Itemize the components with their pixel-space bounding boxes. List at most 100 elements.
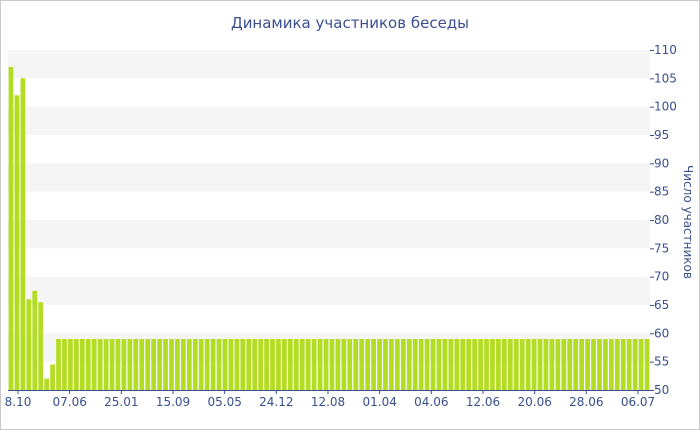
bar	[97, 339, 103, 390]
x-axis-ticks: 8.10 07.06 25.01 15.09 05.05 24.12 12.08 01.04 0…	[5, 390, 655, 409]
grid-bands	[8, 50, 650, 362]
bar	[406, 339, 412, 390]
bar	[186, 339, 192, 390]
x-tick-label: 20.06	[517, 395, 551, 409]
bar	[620, 339, 626, 390]
bar	[597, 339, 602, 390]
bar	[335, 339, 341, 390]
grid-band	[8, 276, 650, 305]
y-tick-label: 110	[654, 43, 677, 57]
bar	[585, 339, 590, 390]
bar	[573, 339, 579, 390]
bar	[62, 339, 67, 390]
bar	[549, 339, 555, 390]
bar	[311, 339, 317, 390]
bar	[466, 339, 472, 390]
x-tick-label: 24.12	[259, 395, 293, 409]
y-tick-label: 65	[654, 298, 669, 312]
x-tick-label: 8.10	[5, 395, 32, 409]
bar	[490, 339, 495, 390]
bar	[454, 339, 460, 390]
bar	[68, 339, 73, 390]
y-tick-label: 60	[654, 326, 669, 340]
bar	[591, 339, 596, 390]
bar	[258, 339, 264, 390]
bar	[50, 364, 55, 390]
y-axis-ticks: 50 55 60 65 70 75 80 85 90 95 100 105 110	[650, 43, 677, 397]
bar	[14, 95, 20, 390]
bar	[38, 302, 44, 390]
bar	[365, 339, 371, 390]
bar	[329, 339, 335, 390]
bar	[418, 339, 424, 390]
bar	[133, 339, 139, 390]
grid-band	[8, 163, 650, 192]
x-tick-label: 06.07	[621, 395, 655, 409]
bar	[632, 339, 638, 390]
y-tick-label: 80	[654, 213, 669, 227]
bar	[608, 339, 614, 390]
y-tick-label: 95	[654, 128, 669, 142]
bar	[394, 339, 400, 390]
bar	[163, 339, 168, 390]
bar	[442, 339, 448, 390]
bar	[216, 339, 222, 390]
bar	[240, 339, 246, 390]
bar	[222, 339, 228, 390]
bar	[282, 339, 287, 390]
bar	[234, 339, 240, 390]
bar	[424, 339, 430, 390]
grid-band	[8, 333, 650, 362]
grid-band	[8, 220, 650, 249]
bar-series	[8, 67, 650, 390]
bar	[638, 339, 644, 390]
bar	[305, 339, 311, 390]
y-tick-label: 70	[654, 270, 669, 284]
y-tick-label: 50	[654, 383, 669, 397]
bar	[389, 339, 394, 390]
x-tick-label: 07.06	[52, 395, 86, 409]
x-tick-label: 12.08	[311, 395, 345, 409]
bar	[484, 339, 489, 390]
bar	[537, 339, 543, 390]
bar	[323, 339, 329, 390]
bar	[299, 339, 305, 390]
bar	[264, 339, 269, 390]
bar	[579, 339, 585, 390]
bar	[383, 339, 388, 390]
x-tick-label: 12.06	[466, 395, 500, 409]
bar	[525, 339, 531, 390]
bar	[180, 339, 186, 390]
y-tick-label: 105	[654, 71, 677, 85]
bar	[347, 339, 353, 390]
y-tick-label: 85	[654, 185, 669, 199]
bar	[169, 339, 174, 390]
bar	[507, 339, 513, 390]
bar	[287, 339, 293, 390]
bar	[85, 339, 91, 390]
bar	[157, 339, 162, 390]
bar	[400, 339, 406, 390]
bar	[472, 339, 478, 390]
bar	[614, 339, 620, 390]
bar	[317, 339, 323, 390]
bar	[192, 339, 198, 390]
bar	[513, 339, 519, 390]
bar	[44, 378, 50, 390]
bar	[567, 339, 573, 390]
bar	[293, 339, 299, 390]
bar	[276, 339, 281, 390]
bar	[246, 339, 252, 390]
bar	[56, 339, 61, 390]
bar	[8, 67, 14, 390]
bar	[561, 339, 567, 390]
bar	[501, 339, 507, 390]
grid-band	[8, 50, 650, 79]
x-tick-label: 25.01	[104, 395, 138, 409]
bar	[496, 339, 501, 390]
x-tick-label: 04.06	[414, 395, 448, 409]
bar	[91, 339, 97, 390]
x-tick-label: 05.05	[207, 395, 241, 409]
bar	[555, 339, 561, 390]
